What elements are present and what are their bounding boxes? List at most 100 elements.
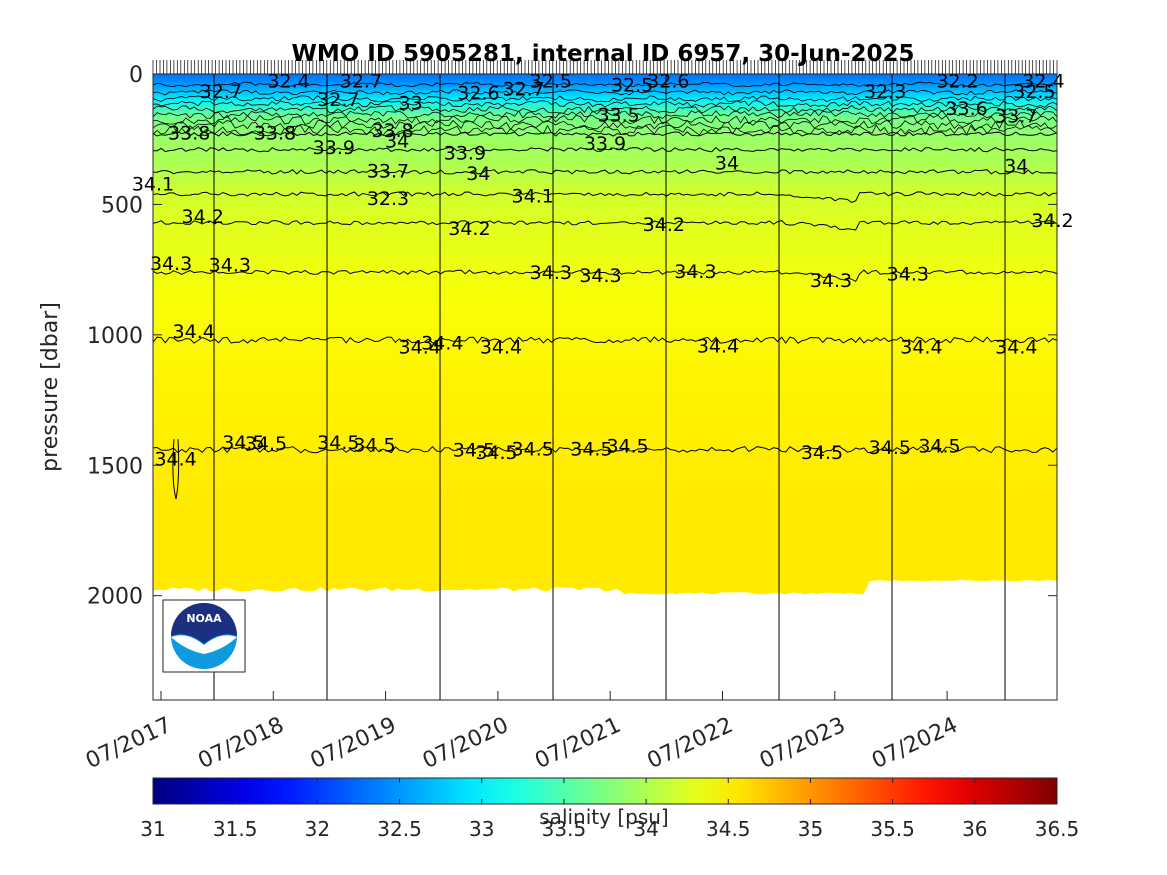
x-tick-label: 07/2021: [531, 713, 624, 774]
contour-label: 33.8: [371, 120, 413, 142]
contour-line-34.1: [153, 191, 1057, 203]
contour-label: 34.3: [150, 253, 192, 275]
contour-label: 34.5: [353, 434, 395, 456]
x-tick-label: 07/2019: [307, 713, 400, 774]
contour-label: 32.7: [340, 71, 382, 93]
contour-label: 34.2: [1031, 210, 1073, 232]
colorbar-tick-label: 35: [798, 817, 823, 841]
colorbar-tick-label: 35.5: [870, 817, 915, 841]
contour-labels: 32.7 32.4 32.732.7 33 32.6 32.732.5 32.532.6 32…: [132, 71, 1074, 471]
x-axis: 07/2017 07/2018 07/2019 07/2020 07/2021 07/20…: [82, 691, 962, 774]
x-tick-label: 07/2023: [756, 713, 849, 774]
colorbar-tick-label: 36.5: [1035, 817, 1080, 841]
colorbar-tick-label: 32: [305, 817, 330, 841]
contour-line: [153, 109, 1057, 119]
contour-label: 34.2: [182, 206, 224, 228]
contour-label: 34.5: [512, 438, 554, 460]
contour-line: [153, 124, 1057, 136]
contour-label: 32.2: [936, 71, 978, 93]
contour-label: 33.6: [945, 98, 987, 120]
contour-label: 33.9: [444, 142, 486, 164]
top-profile-ticks: [152, 60, 1058, 74]
x-tick-label: 07/2018: [194, 713, 287, 774]
chart-title: WMO ID 5905281, internal ID 6957, 30-Jun…: [291, 41, 914, 67]
contour-line-33.8: [153, 131, 1057, 137]
contour-label: 32.5: [530, 71, 572, 93]
contour-label: 32.6: [647, 71, 689, 93]
contour-label: 34.3: [674, 261, 716, 283]
y-tick-label: 500: [101, 193, 143, 218]
colorbar: 31 31.5 32 32.5 33 33.5 34 34.5 35 35.5 36 36.5 sal…: [140, 777, 1080, 841]
contour-label: 34.1: [512, 185, 554, 207]
contour-label: 34.4: [995, 337, 1037, 359]
contour-label: 34: [466, 163, 490, 185]
salinity-fill: [153, 74, 1057, 595]
contour-label: 32.3: [864, 81, 906, 103]
contour-label: 34.3: [887, 264, 929, 286]
contour-label: 32.5: [611, 74, 653, 96]
contour-label: 34.5: [453, 440, 495, 462]
contour-line: [153, 104, 1057, 114]
contour-label: 34.5: [222, 432, 264, 454]
contour-line: [153, 89, 1057, 96]
y-tick-label: 2000: [87, 585, 143, 610]
colorbar-tick-label: 31: [140, 817, 165, 841]
contour-label: 32.7: [200, 81, 242, 103]
noaa-logo: NOAA: [162, 599, 246, 673]
contour-label: 34.3: [530, 262, 572, 284]
contour-label: 33.5: [597, 104, 639, 126]
contour-line: [153, 100, 1057, 108]
contour-label: 34.5: [570, 438, 612, 460]
contour-lines: [153, 81, 1057, 500]
contour-label: 33.8: [254, 123, 296, 145]
y-tick-label: 1500: [87, 454, 143, 479]
contour-line-34: [153, 169, 1057, 175]
y-tick-label: 0: [129, 63, 143, 88]
contour-label: 34.5: [918, 436, 960, 458]
colorbar-tick-label: 34.5: [706, 817, 751, 841]
colorbar-tick-label: 36: [962, 817, 987, 841]
colorbar-label: salinity [psu]: [539, 805, 668, 829]
colorbar-tick-label: 33: [469, 817, 494, 841]
contour-label: 34.5: [606, 436, 648, 458]
y-tick-label: 1000: [87, 324, 143, 349]
contour-label: 32.5: [1013, 81, 1055, 103]
contour-line-34.2: [153, 220, 1057, 231]
y-axis-ticks: 0 500 1000 1500 2000: [87, 63, 1057, 610]
contour-line: [153, 81, 1057, 88]
contour-label: 34: [1004, 155, 1028, 177]
contour-label: 34.4: [154, 449, 196, 471]
contour-label: 34.3: [579, 265, 621, 287]
x-tick-label: 07/2024: [868, 713, 961, 774]
contour-label: 34.5: [245, 433, 287, 455]
contour-label: 34.3: [810, 270, 852, 292]
contour-label: 34: [715, 153, 739, 175]
contour-label: 34: [385, 131, 409, 153]
y-axis-label: pressure [dbar]: [38, 302, 63, 472]
plot-area: 32.7 32.4 32.732.7 33 32.6 32.732.5 32.532.6 32…: [132, 60, 1074, 701]
contour-label: 34.2: [448, 218, 490, 240]
contour-label: 34.4: [173, 321, 215, 343]
contour-label: 33.8: [168, 123, 210, 145]
contour-label: 32.7: [502, 78, 544, 100]
contour-label: 34.3: [209, 254, 251, 276]
contour-label: 34.5: [475, 442, 517, 464]
contour-line-34.4: [153, 336, 1057, 344]
x-tick-label: 07/2020: [419, 713, 512, 774]
year-divider-lines: [213, 74, 1006, 700]
contour-label: 34.2: [643, 214, 685, 236]
colorbar-tick-label: 32.5: [377, 817, 422, 841]
contour-label: 34.5: [801, 442, 843, 464]
x-tick-label: 07/2017: [82, 713, 175, 774]
contour-label: 32.4: [267, 71, 309, 93]
contour-label: 34.4: [399, 337, 441, 359]
svg-text:NOAA: NOAA: [186, 612, 222, 625]
contour-label: 33.9: [584, 133, 626, 155]
contour-label: 34.5: [869, 437, 911, 459]
contour-label: 34.4: [697, 335, 739, 357]
contour-line-34.3: [153, 269, 1057, 282]
contour-line: [153, 95, 1057, 103]
contour-label: 32.3: [367, 188, 409, 210]
colorbar-tick-label: 34: [633, 817, 658, 841]
